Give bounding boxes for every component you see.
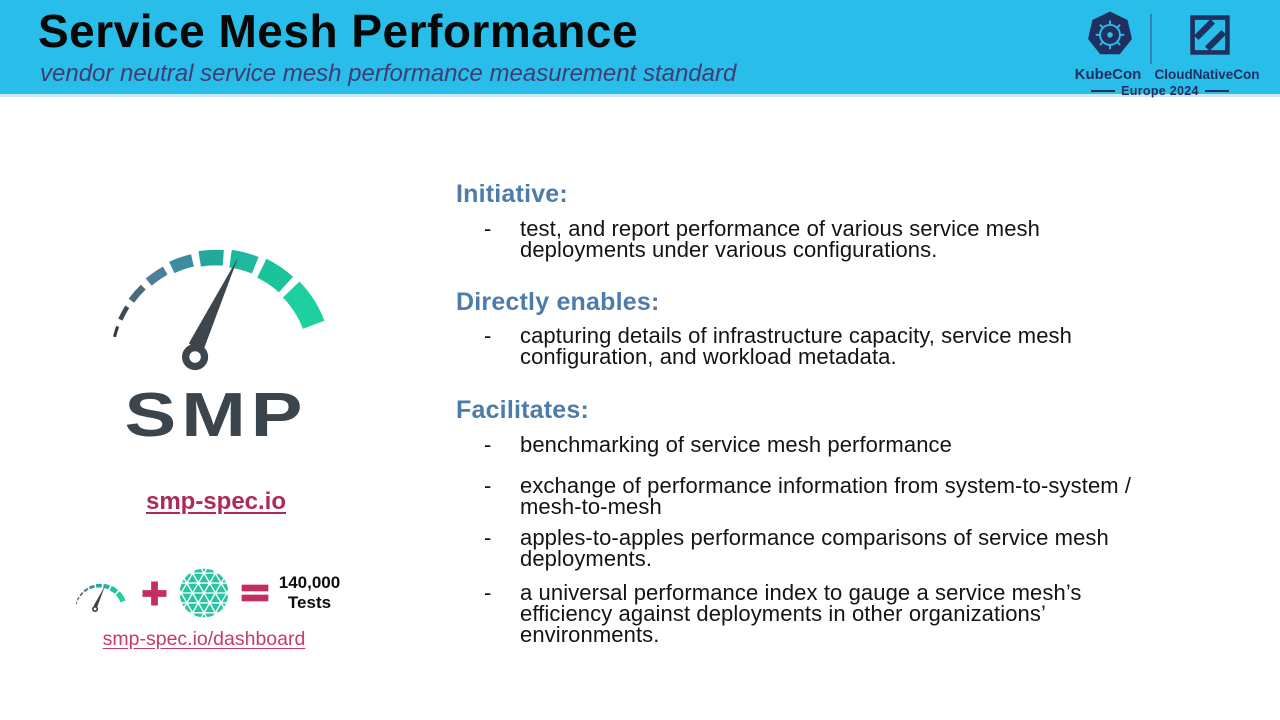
- section-heading-initiative: Initiative:: [456, 180, 568, 208]
- gauge-small-icon: [68, 572, 132, 614]
- geodesic-sphere-icon: [177, 566, 231, 620]
- bullet-item: - apples-to-apples performance compariso…: [484, 525, 1200, 571]
- bullet-text: apples-to-apples performance comparisons…: [520, 525, 1109, 571]
- tests-count-value: 140,000: [278, 573, 341, 593]
- smp-gauge-logo-icon: [80, 200, 352, 378]
- bullet-item: - capturing details of infrastructure ca…: [484, 323, 1200, 369]
- cloudnativecon-label: CloudNativeCon: [1154, 67, 1260, 82]
- bullet-item: - test, and report performance of variou…: [484, 216, 1200, 262]
- bullet-dash: -: [484, 323, 492, 348]
- dashboard-link[interactable]: smp-spec.io/dashboard: [102, 628, 306, 650]
- cloudnativecon-icon: [1190, 15, 1230, 55]
- bullet-item: - a universal performance index to gauge…: [484, 580, 1200, 647]
- kubecon-label: KubeCon: [1074, 66, 1142, 83]
- tests-count: 140,000 Tests: [279, 573, 340, 612]
- bullet-dash: -: [484, 473, 492, 498]
- dash-line: [1091, 90, 1116, 92]
- tests-count-unit: Tests: [287, 593, 332, 612]
- event-badge: KubeCon CloudNativeCon Europe 2024: [1060, 8, 1260, 98]
- plus-icon: [142, 581, 167, 605]
- smp-wordmark: SMP: [124, 381, 308, 450]
- dash-line: [1204, 90, 1229, 92]
- page-subtitle: vendor neutral service mesh performance …: [40, 60, 737, 87]
- bullet-dash: -: [484, 525, 492, 550]
- bullet-text: benchmarking of service mesh performance: [520, 432, 952, 457]
- bullet-item: - exchange of performance information fr…: [484, 473, 1200, 519]
- page-title: Service Mesh Performance: [38, 5, 639, 57]
- bullet-text: a universal performance index to gauge a…: [520, 580, 1082, 647]
- bullet-item: - benchmarking of service mesh performan…: [484, 432, 1200, 457]
- kubecon-helm-icon: [1088, 11, 1132, 55]
- header-banner: Service Mesh Performance vendor neutral …: [0, 0, 1280, 98]
- tests-equation: 140,000 Tests: [54, 566, 354, 620]
- equals-icon: [241, 584, 269, 602]
- bullet-text: test, and report performance of various …: [520, 216, 1040, 262]
- bullet-dash: -: [484, 432, 492, 457]
- badge-separator: [1150, 14, 1152, 64]
- bullet-dash: -: [484, 580, 492, 605]
- edition-row: Europe 2024: [1060, 84, 1260, 98]
- smp-spec-link[interactable]: smp-spec.io: [145, 488, 287, 515]
- edition-label: Europe 2024: [1121, 84, 1199, 98]
- bullet-dash: -: [484, 216, 492, 241]
- bullet-text: capturing details of infrastructure capa…: [520, 323, 1072, 369]
- section-heading-directly-enables: Directly enables:: [456, 288, 660, 316]
- bullet-text: exchange of performance information from…: [520, 473, 1132, 519]
- section-heading-facilitates: Facilitates:: [456, 396, 590, 424]
